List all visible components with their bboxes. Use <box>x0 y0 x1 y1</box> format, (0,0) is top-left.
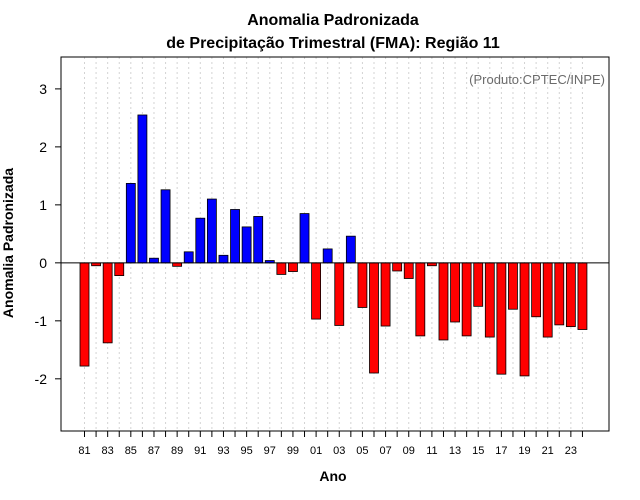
x-tick-label: 99 <box>287 445 299 457</box>
product-credit: (Produto:CPTEC/INPE) <box>469 72 605 87</box>
x-tick-label: 21 <box>542 445 554 457</box>
bar-81 <box>79 262 90 367</box>
bar-88 <box>160 189 171 264</box>
x-tick-label: 13 <box>449 445 461 457</box>
bar-96 <box>253 216 264 264</box>
x-tick-label: 01 <box>310 445 322 457</box>
bar-90 <box>183 251 194 264</box>
bar-18 <box>508 262 518 310</box>
y-tick-label: 3 <box>39 81 47 97</box>
x-tick-label: 93 <box>217 445 229 457</box>
bar-87 <box>149 257 159 264</box>
chart-title: Anomalia Padronizada de Precipitação Tri… <box>166 12 500 52</box>
bar-94 <box>230 209 240 264</box>
gridlines <box>84 57 583 431</box>
x-axis-title: Ano <box>319 468 346 484</box>
bar-95 <box>241 226 252 264</box>
x-tick-label: 09 <box>403 445 415 457</box>
bar-86 <box>137 114 148 264</box>
bar-01 <box>311 262 322 320</box>
chart-title-line1: Anomalia Padronizada <box>247 12 419 29</box>
x-tick-label: 81 <box>78 445 90 457</box>
bar-92 <box>206 198 217 264</box>
bar-84 <box>114 262 125 277</box>
bar-85 <box>125 183 136 264</box>
bar-10 <box>415 262 426 337</box>
y-tick-label: 0 <box>39 255 47 271</box>
bar-12 <box>438 262 449 341</box>
x-tick-label: 95 <box>240 445 252 457</box>
bar-05 <box>357 262 368 308</box>
y-axis-title: Anomalia Padronizada <box>0 168 16 318</box>
bar-91 <box>195 217 206 264</box>
bar-08 <box>392 262 403 272</box>
bar-03 <box>334 262 345 326</box>
x-tick-label: 11 <box>426 445 437 457</box>
y-tick-label: -1 <box>35 313 48 329</box>
bar-15 <box>473 262 484 307</box>
x-tick-label: 07 <box>379 445 391 457</box>
bar-17 <box>496 262 507 375</box>
x-tick-label: 87 <box>148 445 160 457</box>
bar-04 <box>345 235 356 264</box>
bar-98 <box>276 262 287 275</box>
x-tick-label: 05 <box>356 445 368 457</box>
bar-24 <box>577 262 588 330</box>
y-tick-label: 1 <box>39 197 47 213</box>
x-tick-label: 17 <box>495 445 507 457</box>
bar-21 <box>542 262 553 338</box>
bar-93 <box>218 254 229 264</box>
bar-20 <box>531 262 542 318</box>
bar-06 <box>369 262 379 374</box>
y-tick-label: -2 <box>35 371 48 387</box>
x-tick-label: 91 <box>194 445 206 457</box>
bar-07 <box>380 262 391 327</box>
x-tick-label: 03 <box>333 445 345 457</box>
x-tick-label: 89 <box>171 445 183 457</box>
bars <box>79 114 588 377</box>
bar-19 <box>519 262 530 377</box>
x-tick-label: 97 <box>264 445 276 457</box>
bar-13 <box>450 262 460 323</box>
x-tick-label: 15 <box>472 445 484 457</box>
plot-frame <box>60 56 610 432</box>
bar-02 <box>322 248 333 264</box>
bar-83 <box>102 262 113 344</box>
bar-14 <box>461 262 472 337</box>
bar-09 <box>403 262 414 279</box>
chart-title-line2: de Precipitação Trimestral (FMA): Região… <box>166 35 500 52</box>
x-tick-label: 85 <box>125 445 137 457</box>
bar-22 <box>554 262 565 326</box>
x-tick-label: 83 <box>102 445 114 457</box>
bar-23 <box>565 262 576 328</box>
bar-00 <box>299 213 310 264</box>
bar-16 <box>484 262 495 338</box>
bar-99 <box>288 262 298 272</box>
x-tick-label: 23 <box>565 445 577 457</box>
x-tick-label: 19 <box>518 445 530 457</box>
y-tick-label: 2 <box>39 139 47 155</box>
bar-89 <box>172 262 183 267</box>
